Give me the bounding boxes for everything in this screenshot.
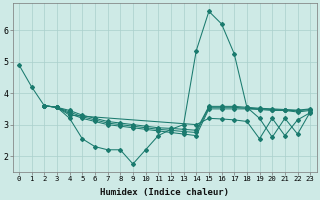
X-axis label: Humidex (Indice chaleur): Humidex (Indice chaleur) (100, 188, 229, 197)
